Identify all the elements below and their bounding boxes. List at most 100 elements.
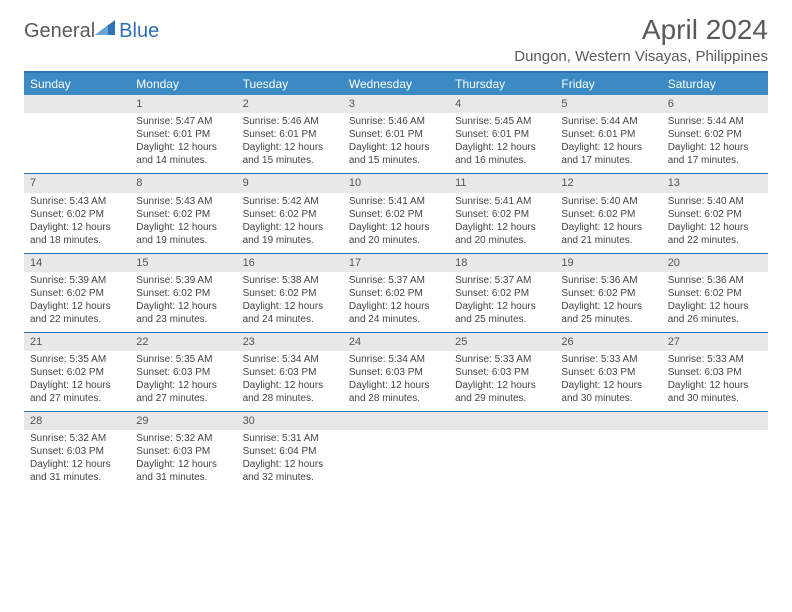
daylight-line2: and 16 minutes.	[455, 154, 549, 167]
day-content: Sunrise: 5:47 AMSunset: 6:01 PMDaylight:…	[130, 113, 236, 173]
logo-text-blue: Blue	[119, 20, 159, 43]
day-cell: 24Sunrise: 5:34 AMSunset: 6:03 PMDayligh…	[343, 333, 449, 411]
sunset-text: Sunset: 6:02 PM	[243, 287, 337, 300]
day-content: Sunrise: 5:32 AMSunset: 6:03 PMDaylight:…	[24, 430, 130, 490]
sunset-text: Sunset: 6:02 PM	[243, 208, 337, 221]
sunrise-text: Sunrise: 5:44 AM	[668, 115, 762, 128]
daylight-line1: Daylight: 12 hours	[349, 141, 443, 154]
day-cell: 17Sunrise: 5:37 AMSunset: 6:02 PMDayligh…	[343, 254, 449, 332]
month-title: April 2024	[514, 14, 768, 46]
day-cell: 3Sunrise: 5:46 AMSunset: 6:01 PMDaylight…	[343, 95, 449, 173]
day-cell: 1Sunrise: 5:47 AMSunset: 6:01 PMDaylight…	[130, 95, 236, 173]
daylight-line1: Daylight: 12 hours	[561, 300, 655, 313]
sunset-text: Sunset: 6:02 PM	[668, 128, 762, 141]
daylight-line1: Daylight: 12 hours	[668, 141, 762, 154]
day-number: 14	[24, 254, 130, 272]
day-content: Sunrise: 5:46 AMSunset: 6:01 PMDaylight:…	[237, 113, 343, 173]
day-content: Sunrise: 5:41 AMSunset: 6:02 PMDaylight:…	[449, 193, 555, 253]
day-number: 3	[343, 95, 449, 113]
day-cell: 29Sunrise: 5:32 AMSunset: 6:03 PMDayligh…	[130, 412, 236, 490]
day-number: 5	[555, 95, 661, 113]
daylight-line2: and 22 minutes.	[30, 313, 124, 326]
daylight-line2: and 18 minutes.	[30, 234, 124, 247]
day-cell: 2Sunrise: 5:46 AMSunset: 6:01 PMDaylight…	[237, 95, 343, 173]
sunrise-text: Sunrise: 5:40 AM	[561, 195, 655, 208]
sunset-text: Sunset: 6:01 PM	[349, 128, 443, 141]
sunrise-text: Sunrise: 5:36 AM	[561, 274, 655, 287]
day-number: 27	[662, 333, 768, 351]
sunrise-text: Sunrise: 5:40 AM	[668, 195, 762, 208]
daylight-line2: and 28 minutes.	[243, 392, 337, 405]
day-number: 28	[24, 412, 130, 430]
day-number: 15	[130, 254, 236, 272]
day-number: 24	[343, 333, 449, 351]
day-cell: 14Sunrise: 5:39 AMSunset: 6:02 PMDayligh…	[24, 254, 130, 332]
daylight-line1: Daylight: 12 hours	[561, 221, 655, 234]
sunset-text: Sunset: 6:02 PM	[561, 287, 655, 300]
daylight-line2: and 23 minutes.	[136, 313, 230, 326]
day-number: 4	[449, 95, 555, 113]
day-cell: 15Sunrise: 5:39 AMSunset: 6:02 PMDayligh…	[130, 254, 236, 332]
daylight-line2: and 15 minutes.	[243, 154, 337, 167]
daylight-line2: and 27 minutes.	[30, 392, 124, 405]
logo-text-general: General	[24, 20, 95, 43]
day-content: Sunrise: 5:46 AMSunset: 6:01 PMDaylight:…	[343, 113, 449, 173]
daylight-line2: and 30 minutes.	[561, 392, 655, 405]
day-number: 6	[662, 95, 768, 113]
day-cell: 23Sunrise: 5:34 AMSunset: 6:03 PMDayligh…	[237, 333, 343, 411]
day-number	[343, 412, 449, 430]
daylight-line2: and 20 minutes.	[349, 234, 443, 247]
sunrise-text: Sunrise: 5:43 AM	[136, 195, 230, 208]
daylight-line1: Daylight: 12 hours	[136, 300, 230, 313]
day-number	[662, 412, 768, 430]
daylight-line2: and 28 minutes.	[349, 392, 443, 405]
day-content: Sunrise: 5:43 AMSunset: 6:02 PMDaylight:…	[130, 193, 236, 253]
sunset-text: Sunset: 6:01 PM	[561, 128, 655, 141]
sunrise-text: Sunrise: 5:36 AM	[668, 274, 762, 287]
sunrise-text: Sunrise: 5:37 AM	[455, 274, 549, 287]
sunrise-text: Sunrise: 5:35 AM	[30, 353, 124, 366]
daylight-line1: Daylight: 12 hours	[136, 141, 230, 154]
day-content: Sunrise: 5:42 AMSunset: 6:02 PMDaylight:…	[237, 193, 343, 253]
day-content: Sunrise: 5:40 AMSunset: 6:02 PMDaylight:…	[662, 193, 768, 253]
daylight-line1: Daylight: 12 hours	[668, 300, 762, 313]
sunrise-text: Sunrise: 5:33 AM	[668, 353, 762, 366]
day-content: Sunrise: 5:32 AMSunset: 6:03 PMDaylight:…	[130, 430, 236, 490]
daylight-line2: and 20 minutes.	[455, 234, 549, 247]
sunset-text: Sunset: 6:02 PM	[30, 287, 124, 300]
daylight-line2: and 30 minutes.	[668, 392, 762, 405]
sunset-text: Sunset: 6:02 PM	[668, 287, 762, 300]
daylight-line1: Daylight: 12 hours	[136, 379, 230, 392]
daylight-line1: Daylight: 12 hours	[455, 300, 549, 313]
day-number	[449, 412, 555, 430]
day-content: Sunrise: 5:34 AMSunset: 6:03 PMDaylight:…	[237, 351, 343, 411]
sunrise-text: Sunrise: 5:31 AM	[243, 432, 337, 445]
calendar-grid: Sunday Monday Tuesday Wednesday Thursday…	[24, 71, 768, 490]
sunset-text: Sunset: 6:02 PM	[455, 208, 549, 221]
sunrise-text: Sunrise: 5:34 AM	[243, 353, 337, 366]
day-cell: 10Sunrise: 5:41 AMSunset: 6:02 PMDayligh…	[343, 174, 449, 252]
day-number: 20	[662, 254, 768, 272]
sunrise-text: Sunrise: 5:33 AM	[561, 353, 655, 366]
day-cell: 30Sunrise: 5:31 AMSunset: 6:04 PMDayligh…	[237, 412, 343, 490]
day-number: 30	[237, 412, 343, 430]
day-content: Sunrise: 5:33 AMSunset: 6:03 PMDaylight:…	[555, 351, 661, 411]
day-content: Sunrise: 5:45 AMSunset: 6:01 PMDaylight:…	[449, 113, 555, 173]
day-content: Sunrise: 5:37 AMSunset: 6:02 PMDaylight:…	[449, 272, 555, 332]
sunrise-text: Sunrise: 5:32 AM	[136, 432, 230, 445]
day-content: Sunrise: 5:37 AMSunset: 6:02 PMDaylight:…	[343, 272, 449, 332]
daylight-line2: and 25 minutes.	[561, 313, 655, 326]
daylight-line1: Daylight: 12 hours	[30, 379, 124, 392]
day-number: 18	[449, 254, 555, 272]
weekday-monday: Monday	[130, 73, 236, 95]
empty-cell	[555, 412, 661, 490]
daylight-line2: and 27 minutes.	[136, 392, 230, 405]
day-number: 26	[555, 333, 661, 351]
sunrise-text: Sunrise: 5:47 AM	[136, 115, 230, 128]
day-cell: 18Sunrise: 5:37 AMSunset: 6:02 PMDayligh…	[449, 254, 555, 332]
daylight-line1: Daylight: 12 hours	[455, 221, 549, 234]
sunrise-text: Sunrise: 5:39 AM	[136, 274, 230, 287]
daylight-line2: and 14 minutes.	[136, 154, 230, 167]
day-cell: 11Sunrise: 5:41 AMSunset: 6:02 PMDayligh…	[449, 174, 555, 252]
day-number	[24, 95, 130, 113]
